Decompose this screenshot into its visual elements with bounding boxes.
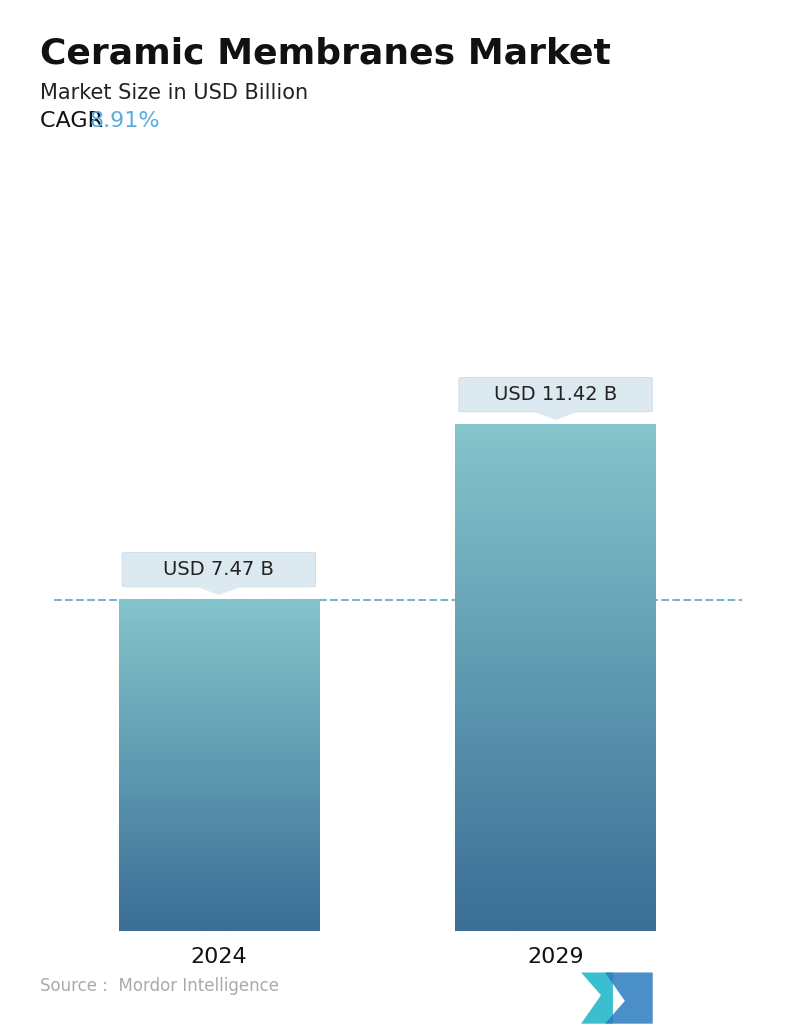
Text: USD 11.42 B: USD 11.42 B: [494, 385, 617, 404]
Text: USD 7.47 B: USD 7.47 B: [163, 560, 275, 579]
Text: CAGR: CAGR: [40, 111, 110, 130]
Text: Ceramic Membranes Market: Ceramic Membranes Market: [40, 36, 611, 70]
Text: Market Size in USD Billion: Market Size in USD Billion: [40, 83, 308, 102]
Text: Source :  Mordor Intelligence: Source : Mordor Intelligence: [40, 977, 279, 995]
Polygon shape: [605, 972, 653, 1024]
Polygon shape: [534, 412, 577, 419]
Polygon shape: [581, 972, 613, 1024]
FancyBboxPatch shape: [123, 552, 316, 587]
Text: 8.91%: 8.91%: [89, 111, 160, 130]
FancyBboxPatch shape: [459, 377, 653, 412]
Polygon shape: [197, 586, 240, 595]
